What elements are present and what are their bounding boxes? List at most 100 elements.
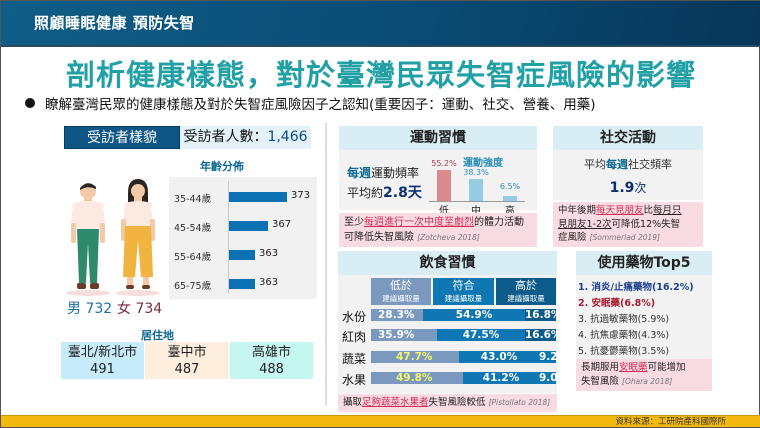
subtitle: 瞭解臺灣民眾的健康樣態及對於失智症風險因子之認知(重要因子：運動、社交、營養、用… — [25, 93, 596, 113]
diet-seg-below: 47.7% — [371, 351, 459, 363]
social-freq-label: 平均每週社交頻率 — [553, 156, 703, 172]
female-figure-icon — [116, 179, 160, 296]
note-highlight: 足夠蔬菜水果者 — [362, 397, 429, 408]
note-highlight: 每天見朋友 — [596, 205, 644, 216]
header-sub: 建議攝取量 — [444, 294, 483, 303]
age-bar — [229, 192, 287, 202]
citation: [Zotcheva 2018] — [417, 233, 480, 242]
citation: [Pistollato 2018] — [488, 398, 551, 407]
citation: [Sommerlad 2019] — [589, 233, 660, 242]
diet-title: 飲食習慣 — [338, 251, 557, 275]
age-row: 55-64歲 363 — [169, 246, 317, 264]
med-item: 5. 抗憂鬱藥物(3.5%) — [578, 346, 670, 357]
social-text: 平均 — [584, 158, 606, 171]
note-text: 的體力活動 — [474, 217, 524, 228]
city-label: 臺中市 — [167, 345, 207, 360]
note-text: 失智風險較低 — [428, 397, 486, 408]
freq-weekly: 每週 — [347, 166, 372, 180]
social-body: 平均每週社交頻率 1.9次 — [553, 150, 703, 200]
bar-value-high: 6.5% — [499, 182, 521, 191]
note-text: 攝取 — [343, 397, 363, 408]
diet-seg-below: 28.3% — [371, 309, 423, 321]
intensity-chart-title: 運動強度 — [463, 158, 503, 169]
count-value: 1,466 — [267, 129, 308, 145]
header-label: 低於 — [390, 279, 412, 292]
diet-seg-meets: 54.9% — [423, 309, 525, 321]
note-text: 症風險 — [558, 232, 587, 243]
note-text: 長期服用 — [581, 362, 620, 373]
bullet-icon — [25, 98, 35, 108]
diet-header-meets: 符合 建議攝取量 — [433, 278, 494, 305]
diet-seg-meets: 47.5% — [437, 329, 525, 341]
meds-note: 長期服用安眠藥可能增加 失智風險 [Ohara 2018] — [576, 359, 712, 391]
age-bar — [229, 221, 268, 231]
intensity-axis — [429, 201, 525, 202]
note-text: 可降低12%失智 — [611, 218, 681, 230]
social-note: 中年後期每天見朋友比每月只 見朋友1-2次可降低12%失智 症風險 [Somme… — [553, 202, 703, 247]
divider — [325, 123, 327, 405]
diet-seg-below: 49.8% — [371, 372, 463, 384]
note-underline: 每月只 — [653, 205, 682, 216]
header-label: 高於 — [515, 279, 537, 292]
social-text: 社交頻率 — [628, 158, 672, 171]
city-label: 臺北/新北市 — [67, 345, 138, 360]
age-value: 363 — [259, 248, 279, 259]
note-text: 中年後期 — [558, 205, 597, 216]
note-underline: 見朋友1-2次 — [558, 218, 612, 230]
diet-row-label: 水份 — [342, 310, 367, 324]
diet-row-label: 水果 — [342, 373, 367, 387]
age-value: 373 — [291, 190, 311, 201]
citation: [Ohara 2018] — [622, 377, 673, 386]
social-weekly: 每週 — [606, 158, 628, 171]
age-value: 363 — [259, 277, 279, 288]
diet-seg-above: 16.8% — [525, 309, 562, 321]
exercise-frequency: 每週運動頻率 平均約2.8天 — [347, 163, 422, 203]
meds-body — [576, 275, 712, 359]
freq-avg-label: 平均約 — [347, 186, 384, 200]
page-title: 剖析健康樣態，對於臺灣民眾失智症風險的影響 — [65, 58, 696, 92]
note-text: 至少 — [344, 217, 364, 228]
age-label: 55-64歲 — [174, 252, 212, 263]
note-highlight: 每週進行一次中度至劇烈 — [364, 217, 474, 228]
bar-value-mid: 38.3% — [463, 168, 489, 177]
residence-cell-kaohsiung: 高雄市 488 — [230, 342, 313, 379]
city-label: 高雄市 — [251, 345, 291, 360]
female-count: 女 734 — [117, 301, 163, 317]
header-label: 符合 — [452, 279, 475, 292]
city-count: 491 — [90, 362, 115, 377]
note-text: 可降低失智風險 — [344, 232, 414, 243]
residence-cell-taipei: 臺北/新北市 491 — [61, 342, 144, 379]
bar-label-mid: 中 — [471, 206, 481, 217]
male-count: 男 732 — [67, 301, 113, 317]
age-label: 65-75歲 — [174, 281, 212, 292]
diet-seg-meets: 41.2% — [463, 372, 539, 384]
med-item: 2. 安眠藥(6.8%) — [578, 298, 656, 309]
bar-low — [437, 170, 451, 201]
age-bar — [229, 279, 255, 289]
bar-mid — [469, 179, 483, 201]
residence-title: 居住地 — [141, 329, 174, 342]
social-value: 1.9 — [609, 180, 635, 196]
age-row: 65-75歲 363 — [169, 275, 317, 293]
header-sub: 建議攝取量 — [507, 294, 545, 303]
note-text: 比 — [643, 205, 654, 216]
bar-value-low: 55.2% — [431, 159, 457, 168]
bar-label-low: 低 — [439, 206, 449, 217]
diet-row-label: 蔬菜 — [342, 352, 367, 366]
age-bar — [229, 250, 255, 260]
subtitle-text: 瞭解臺灣民眾的健康樣態及對於失智症風險因子之認知(重要因子：運動、社交、營養、用… — [45, 97, 596, 113]
residence-cell-taichung: 臺中市 487 — [145, 342, 229, 379]
male-figure-icon — [66, 183, 110, 296]
footer-bar: 資料來源：工研院產科國際所 — [1, 415, 760, 427]
age-distribution-chart: 35-44歲 373 45-54歲 367 55-64歲 363 65-75歲 … — [169, 177, 317, 299]
social-freq-value: 1.9次 — [553, 177, 703, 196]
meds-title: 使用藥物Top5 — [576, 251, 712, 275]
source-text: 資料來源：工研院產科國際所 — [615, 417, 726, 427]
med-item: 1. 消炎/止痛藥物(16.2%) — [578, 282, 694, 293]
note-text: 失智風險 — [581, 376, 620, 387]
diet-seg-meets: 43.0% — [459, 351, 539, 363]
bar-label-high: 高 — [505, 206, 515, 217]
social-unit: 次 — [634, 181, 647, 195]
age-axis — [228, 181, 229, 293]
bar-high — [503, 196, 517, 201]
